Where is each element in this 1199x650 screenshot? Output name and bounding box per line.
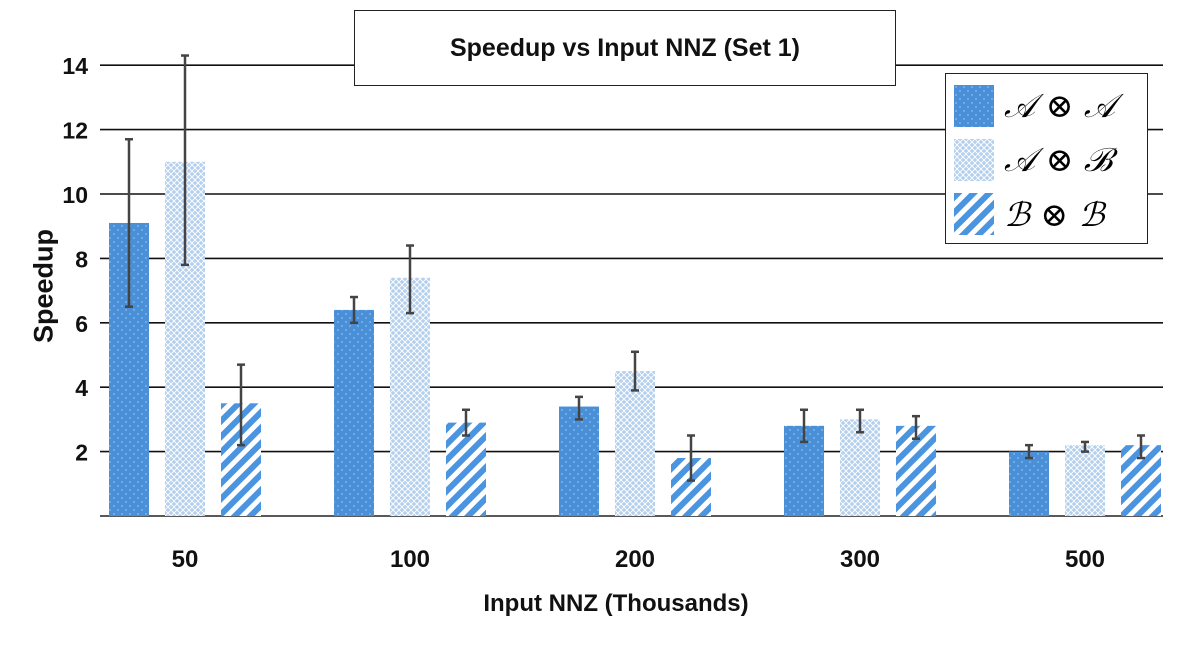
y-tick-label: 10: [62, 182, 88, 208]
y-tick-label: 12: [62, 118, 88, 144]
bar: [840, 419, 880, 516]
bar: [1009, 451, 1049, 516]
legend-label: ℬ ⊗ ℬ: [1004, 194, 1105, 234]
y-tick-label: 2: [75, 440, 88, 466]
bar: [559, 406, 599, 516]
x-tick-label: 300: [840, 546, 880, 573]
legend: 𝒜 ⊗ 𝒜 𝒜 ⊗ ℬ ℬ ⊗ ℬ: [945, 73, 1148, 244]
x-axis-label: Input NNZ (Thousands): [483, 590, 749, 617]
x-tick-label: 500: [1065, 546, 1105, 573]
y-axis-ticks: 2 4 6 8 10 12 14: [62, 53, 88, 465]
legend-item-b-b: ℬ ⊗ ℬ: [954, 187, 1147, 241]
legend-item-a-b: 𝒜 ⊗ ℬ: [954, 133, 1147, 187]
legend-swatch-dots: [954, 85, 994, 127]
legend-label: 𝒜 ⊗ 𝒜: [1004, 86, 1116, 125]
bar: [896, 425, 936, 516]
y-axis-label: Speedup: [28, 228, 59, 344]
bar: [446, 422, 486, 516]
bar: [615, 371, 655, 516]
chart-title: Speedup vs Input NNZ (Set 1): [449, 33, 801, 62]
bar: [1065, 445, 1105, 516]
y-tick-label: 14: [62, 53, 88, 79]
bar: [334, 309, 374, 516]
chart-title-box: Speedup vs Input NNZ (Set 1): [354, 10, 896, 86]
x-tick-label: 100: [390, 546, 430, 573]
bars: [109, 161, 1161, 517]
x-tick-label: 200: [615, 546, 655, 573]
error-bars: [125, 54, 1145, 482]
legend-item-a-a: 𝒜 ⊗ 𝒜: [954, 79, 1147, 133]
x-tick-label: 50: [172, 546, 199, 573]
legend-swatch-diamond: [954, 139, 994, 181]
bar: [390, 277, 430, 516]
y-tick-label: 6: [75, 311, 88, 337]
legend-swatch-stripes: [954, 193, 994, 235]
legend-label: 𝒜 ⊗ ℬ: [1004, 140, 1112, 179]
x-axis-ticks: 50 100 200 300 500: [172, 546, 1105, 573]
y-tick-label: 8: [75, 246, 88, 272]
y-tick-label: 4: [75, 375, 88, 401]
